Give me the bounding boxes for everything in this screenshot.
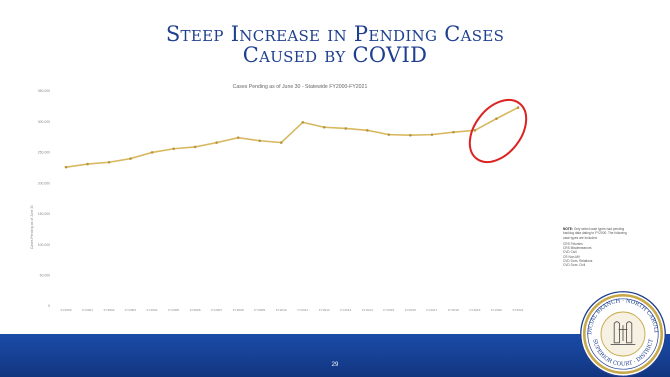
- x-tick-label: FY2007: [211, 308, 222, 312]
- court-seal-logo: JUDICIAL BRANCH · NORTH CAROLINA SUPERIO…: [579, 290, 666, 377]
- note-item: CVD Dom. Civil: [563, 263, 586, 268]
- data-point: [193, 145, 197, 149]
- x-tick-label: FY2000: [61, 308, 72, 312]
- slide-title: Steep Increase in Pending Cases Caused b…: [0, 24, 670, 66]
- x-tick-label: FY2005: [168, 308, 179, 312]
- x-tick-label: FY2016: [405, 308, 416, 312]
- data-point: [215, 141, 218, 144]
- footer-bar: [0, 334, 670, 377]
- data-point: [107, 160, 111, 164]
- x-tick-label: FY2014: [362, 308, 373, 312]
- note-item: CRS Misdemeanors: [563, 246, 592, 251]
- data-point: [516, 106, 520, 109]
- note-item: CVD Civil: [563, 250, 577, 255]
- x-tick-label: FY2012: [319, 308, 330, 312]
- x-tick-label: FY2015: [383, 308, 394, 312]
- data-point: [495, 117, 498, 120]
- y-tick-label: 0: [48, 304, 50, 308]
- data-point: [387, 133, 391, 136]
- y-axis-label: Cases Pending as of June 30: [30, 205, 34, 249]
- data-point: [172, 147, 175, 151]
- y-tick-label: 150,000: [38, 212, 50, 216]
- note-text: Only select case types had pending backl…: [563, 227, 627, 240]
- highlight-circle: [468, 98, 528, 164]
- x-tick-labels: FY2000 FY2001 FY2002 FY2003 FY2004 FY2005 FY20…: [61, 308, 524, 312]
- page-number: 29: [331, 362, 339, 368]
- data-point: [452, 130, 455, 134]
- x-tick-label: FY2019: [470, 308, 481, 312]
- data-point: [236, 136, 240, 139]
- data-point: [430, 133, 434, 136]
- note-item: CRS Felonies: [563, 241, 583, 246]
- y-tick-label: 50,000: [40, 273, 50, 277]
- data-point: [64, 165, 68, 169]
- x-tick-label: FY2009: [254, 308, 265, 312]
- x-tick-label: FY2018: [448, 308, 459, 312]
- x-tick-label: FY2003: [125, 308, 136, 312]
- y-tick-label: 300,000: [38, 120, 50, 124]
- seal-figures-icon: [610, 321, 636, 345]
- series-layer: [64, 106, 520, 169]
- y-tick-label: 100,000: [38, 243, 50, 247]
- x-tick-label: FY2006: [190, 308, 201, 312]
- x-tick-label: FY2020: [491, 308, 502, 312]
- x-tick-label: FY2013: [340, 308, 351, 312]
- data-point: [473, 129, 477, 132]
- data-point: [86, 162, 89, 166]
- y-tick-label: 350,000: [38, 89, 50, 93]
- y-tick-label: 250,000: [38, 151, 50, 155]
- x-tick-label: FY2021: [513, 308, 524, 312]
- data-point: [344, 127, 348, 130]
- data-point: [366, 129, 369, 132]
- x-tick-label: FY2001: [82, 308, 93, 312]
- x-tick-label: FY2011: [297, 308, 308, 312]
- note-list: CRS Felonies CRS Misdemeanors CVD Civil …: [563, 242, 627, 268]
- series-line: [65, 106, 519, 168]
- slide-title-line2: Caused by COVID: [242, 43, 428, 67]
- note-label: NOTE:: [563, 227, 573, 231]
- x-tick-label: FY2008: [233, 308, 244, 312]
- x-tick-label: FY2002: [104, 308, 115, 312]
- data-point: [150, 151, 154, 154]
- data-point: [258, 139, 262, 143]
- data-point: [322, 125, 326, 129]
- note-item: CR Non-MV: [563, 254, 581, 259]
- data-point: [409, 133, 412, 137]
- data-point: [129, 157, 132, 160]
- x-tick-label: FY2004: [147, 308, 158, 312]
- data-point: [301, 121, 305, 124]
- x-tick-label: FY2010: [276, 308, 287, 312]
- note-item: CVD Dom. Relations: [563, 259, 593, 264]
- y-tick-labels: 0 50,000 100,000 150,000 200,000 250,000 300,0…: [38, 89, 50, 308]
- x-tick-label: FY2017: [426, 308, 437, 312]
- y-tick-label: 200,000: [38, 181, 50, 185]
- chart-note: NOTE: Only select case types had pending…: [563, 227, 627, 268]
- chart-title: Cases Pending as of June 30 - Statewide …: [233, 84, 368, 90]
- slide-title-line1: Steep Increase in Pending Cases: [165, 22, 505, 46]
- data-point: [279, 141, 283, 144]
